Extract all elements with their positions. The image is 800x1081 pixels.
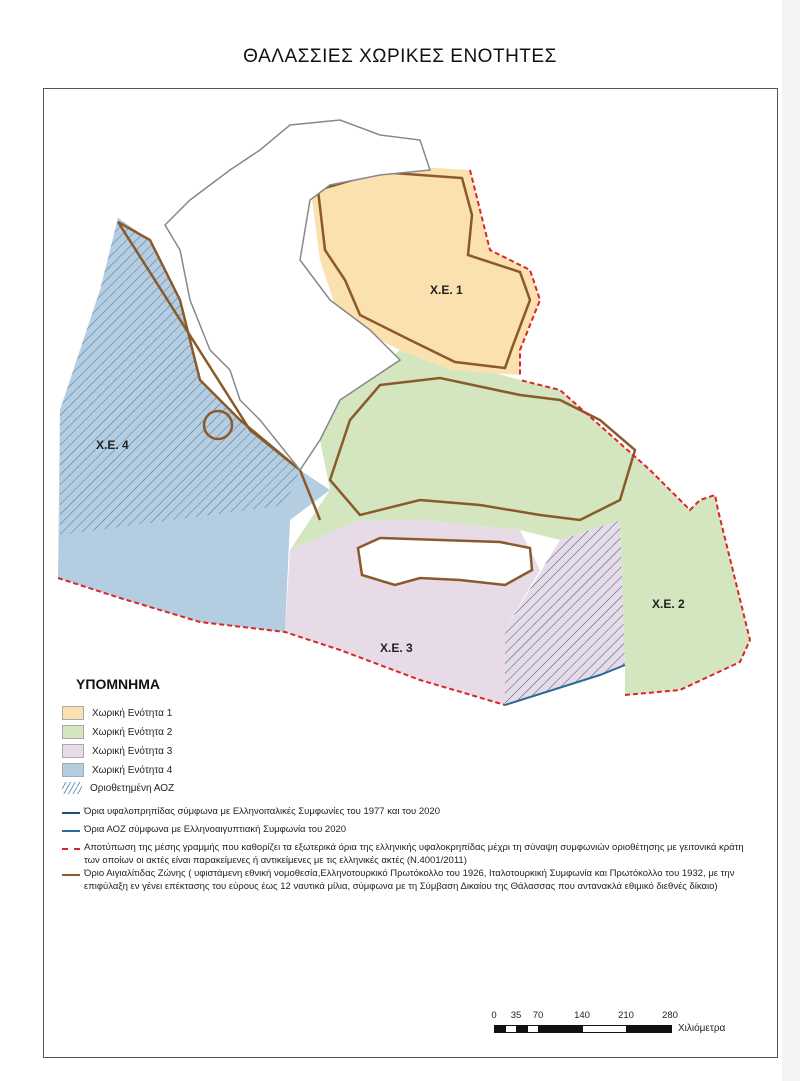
legend-item-aoz: Οριοθετημένη ΑΟΖ	[62, 782, 174, 794]
legend-line-italy: Όρια υφαλοπρηπίδας σύμφωνα με Ελληνοιταλ…	[62, 806, 752, 819]
median-line-north	[469, 169, 542, 375]
scale-tick: 140	[574, 1010, 590, 1021]
scale-segment	[582, 1025, 628, 1033]
coastal-zone-island	[202, 409, 234, 441]
legend-line-median: Αποτύπωση της μέσης γραμμής που καθορίζε…	[62, 842, 752, 867]
scale-tick: 35	[510, 1010, 522, 1021]
aoz-boundary-egypt	[504, 664, 626, 706]
legend-line-egypt: Όρια ΑΟΖ σύμφωνα με Ελληνοαιγυπτιακή Συμ…	[62, 824, 752, 837]
zone-4-label: Χ.Ε. 4	[96, 438, 129, 452]
map-frame	[43, 88, 778, 1058]
legend-title: ΥΠΟΜΝΗΜΑ	[76, 676, 160, 692]
legend-item-ze2: Χωρική Ενότητα 2	[62, 725, 172, 739]
zone-2-label: Χ.Ε. 2	[652, 597, 685, 611]
scale-segment	[538, 1025, 584, 1033]
coastal-zone-4	[116, 220, 322, 521]
zone-3-label: Χ.Ε. 3	[380, 641, 413, 655]
scale-tick: 210	[618, 1010, 634, 1021]
legend-line-coastal: Όριο Αιγιαλίτιδας Ζώνης ( υφιστάμενη εθν…	[62, 868, 752, 893]
scale-tick: 0	[491, 1010, 497, 1021]
zone-1-label: Χ.Ε. 1	[430, 283, 463, 297]
zone-2-area	[290, 350, 750, 695]
legend-item-ze3: Χωρική Ενότητα 3	[62, 744, 172, 758]
page-title: ΘΑΛΑΣΣΙΕΣ ΧΩΡΙΚΕΣ ΕΝΟΤΗΤΕΣ	[243, 46, 557, 67]
coastal-zone-2	[328, 376, 637, 522]
median-line	[57, 577, 506, 706]
scale-tick: 70	[532, 1010, 544, 1021]
scale-unit: Χιλιόμετρα	[678, 1023, 726, 1034]
zone-1-area	[310, 165, 540, 375]
legend-item-ze4: Χωρική Ενότητα 4	[62, 763, 172, 777]
crete-coastal-zone	[356, 536, 534, 587]
page-edge	[782, 0, 800, 1081]
legend-item-ze1: Χωρική Ενότητα 1	[62, 706, 172, 720]
scale-segment	[626, 1025, 672, 1033]
coastal-zone-1	[316, 170, 532, 370]
median-line-east	[519, 379, 752, 696]
scale-tick: 280	[662, 1010, 678, 1021]
aoz-hatch-east	[505, 520, 625, 705]
zone-4-aoz-hatch	[60, 218, 300, 535]
greece-mainland	[164, 119, 432, 472]
